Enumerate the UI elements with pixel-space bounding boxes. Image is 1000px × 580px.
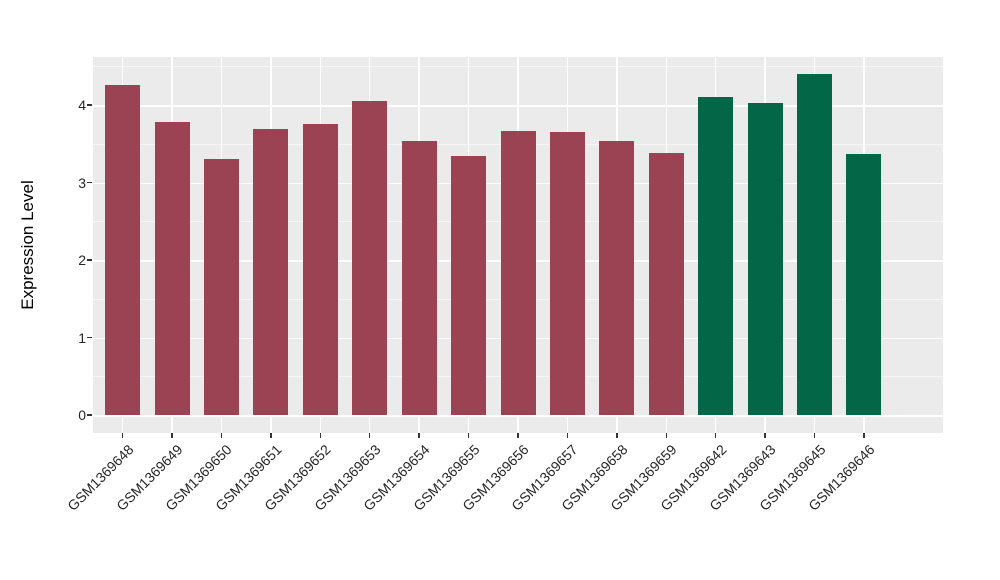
x-tick-label-GSM1369651: GSM1369651 xyxy=(212,441,285,514)
x-tick-mark xyxy=(368,433,371,438)
bar-GSM1369642 xyxy=(698,97,734,415)
x-tick-label-GSM1369652: GSM1369652 xyxy=(261,441,334,514)
bar-GSM1369652 xyxy=(302,124,338,415)
bar-GSM1369651 xyxy=(253,129,289,415)
x-tick-mark xyxy=(467,433,470,438)
bar-GSM1369650 xyxy=(203,159,239,415)
bar-GSM1369655 xyxy=(451,156,487,415)
x-tick-label-GSM1369656: GSM1369656 xyxy=(459,441,532,514)
x-tick-mark xyxy=(220,433,223,438)
y-tick-label: 1 xyxy=(78,329,86,346)
bar-GSM1369645 xyxy=(797,74,832,415)
x-tick-label-GSM1369648: GSM1369648 xyxy=(63,441,137,514)
x-tick-mark xyxy=(714,433,717,438)
y-tick-label: 4 xyxy=(78,97,86,114)
bar-GSM1369648 xyxy=(105,84,141,415)
y-tick-mark xyxy=(87,336,92,339)
x-tick-mark xyxy=(616,433,618,438)
y-tick-mark xyxy=(87,259,92,261)
x-tick-label-GSM1369658: GSM1369658 xyxy=(558,441,631,514)
x-tick-mark xyxy=(121,433,124,438)
bar-GSM1369643 xyxy=(747,103,783,415)
x-tick-mark xyxy=(566,433,569,438)
y-tick-mark xyxy=(87,181,92,184)
bar-GSM1369649 xyxy=(154,122,190,415)
bar-GSM1369646 xyxy=(846,153,882,415)
bar-GSM1369653 xyxy=(352,101,388,415)
x-tick-label-GSM1369646: GSM1369646 xyxy=(805,441,878,514)
bar-GSM1369657 xyxy=(549,132,585,415)
x-tick-label-GSM1369650: GSM1369650 xyxy=(162,441,236,514)
plot-panel xyxy=(93,57,943,433)
x-tick-mark xyxy=(813,433,816,438)
x-tick-mark xyxy=(665,433,667,438)
y-tick-mark xyxy=(87,414,92,416)
x-tick-mark xyxy=(863,433,865,438)
bar-GSM1369658 xyxy=(599,140,635,415)
x-tick-label-GSM1369654: GSM1369654 xyxy=(360,441,433,514)
x-tick-label-GSM1369653: GSM1369653 xyxy=(310,441,384,514)
x-tick-mark xyxy=(171,433,173,438)
x-tick-label-GSM1369659: GSM1369659 xyxy=(607,441,680,514)
y-tick-label: 2 xyxy=(78,252,86,269)
x-tick-label-GSM1369655: GSM1369655 xyxy=(409,441,483,514)
x-tick-mark xyxy=(270,433,272,438)
y-tick-label: 0 xyxy=(78,407,86,423)
y-tick-mark xyxy=(87,104,92,106)
x-tick-mark xyxy=(319,433,322,438)
x-tick-mark xyxy=(764,433,766,438)
y-tick-label: 3 xyxy=(78,174,86,191)
bar-GSM1369656 xyxy=(500,130,536,415)
x-tick-mark xyxy=(517,433,519,438)
bar-GSM1369659 xyxy=(648,153,684,415)
x-tick-label-GSM1369645: GSM1369645 xyxy=(755,441,829,514)
x-tick-label-GSM1369642: GSM1369642 xyxy=(656,441,730,514)
bar-GSM1369654 xyxy=(401,141,437,415)
x-tick-label-GSM1369657: GSM1369657 xyxy=(508,441,582,514)
x-tick-label-GSM1369643: GSM1369643 xyxy=(706,441,779,514)
y-axis-title: Expression Level xyxy=(18,180,37,310)
x-tick-mark xyxy=(418,433,420,438)
